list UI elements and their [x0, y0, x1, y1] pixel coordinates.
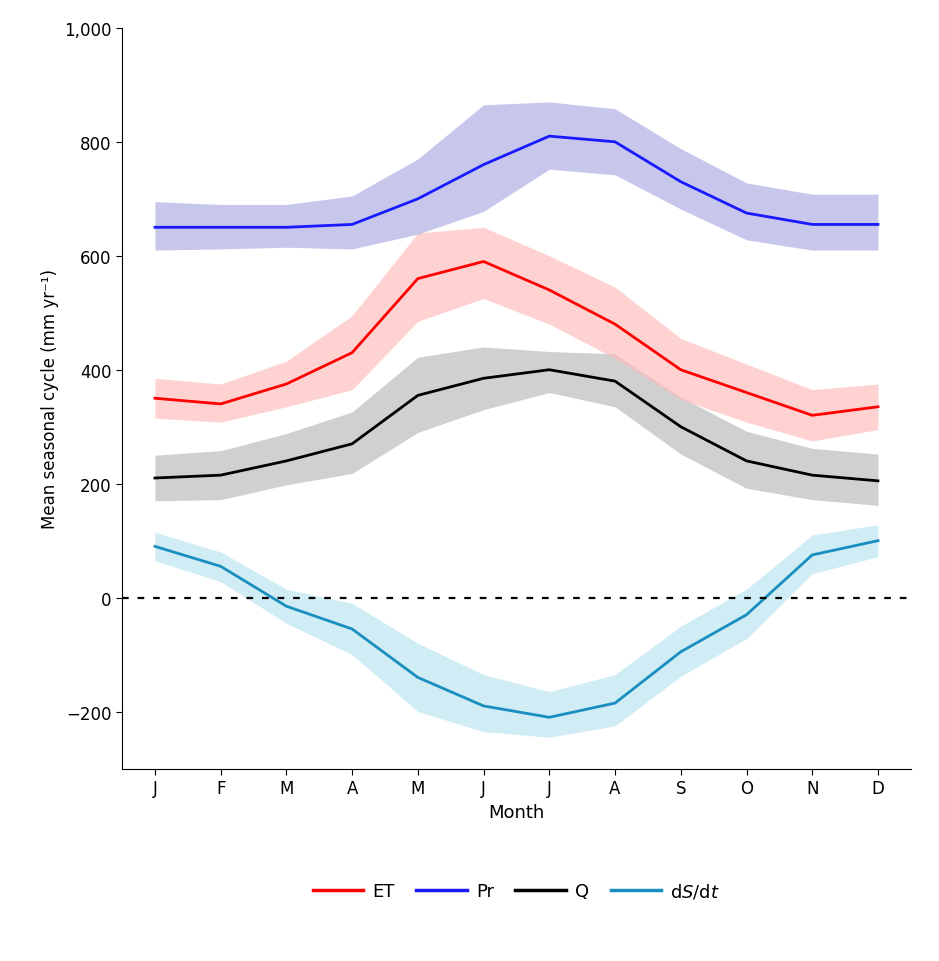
Y-axis label: Mean seasonal cycle (mm yr⁻¹): Mean seasonal cycle (mm yr⁻¹) — [40, 269, 58, 529]
X-axis label: Month: Month — [488, 802, 545, 821]
Legend: ET, Pr, Q, d$S$/d$t$: ET, Pr, Q, d$S$/d$t$ — [305, 874, 728, 907]
